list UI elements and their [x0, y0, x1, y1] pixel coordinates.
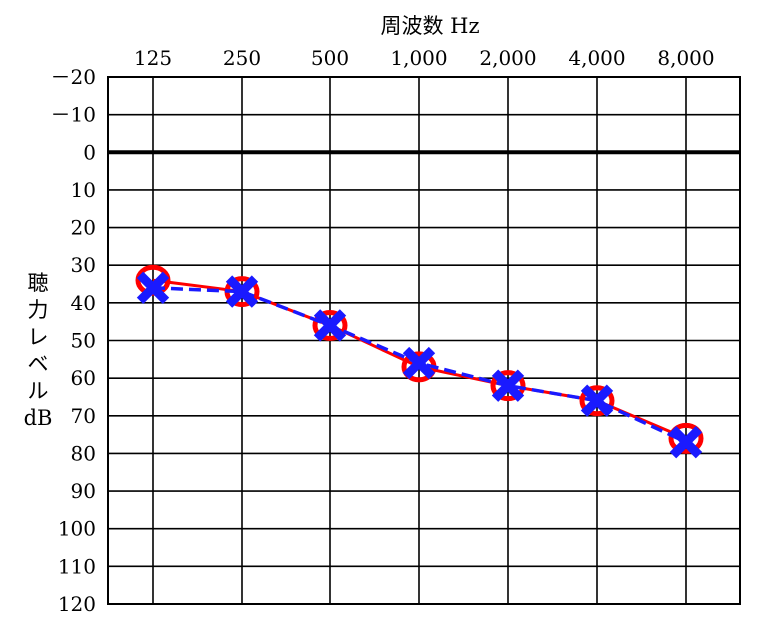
y-tick-label: 60: [71, 366, 96, 390]
cross-stroke-b: [491, 369, 525, 402]
cross-stroke-b: [580, 384, 614, 417]
grid: [108, 77, 740, 604]
cross-stroke-b: [225, 275, 259, 308]
y-axis-label-char: ル: [28, 379, 49, 403]
series-1-point-cross: [225, 275, 259, 308]
series-1-point-cross: [491, 369, 525, 402]
y-tick-label: 20: [71, 216, 96, 240]
y-tick-label: －20: [51, 65, 96, 89]
series-0-point-circle: [668, 422, 704, 454]
series-1-point-cross: [136, 271, 170, 304]
y-tick-label: 30: [71, 253, 96, 277]
x-tick-labels: 125 250 500 1,000 2,000 4,000 8,000: [134, 46, 715, 70]
y-tick-label: 110: [58, 554, 96, 578]
y-axis-label-char: レ: [28, 325, 49, 349]
y-tick-label: 80: [71, 441, 96, 465]
x-tick-label: 125: [134, 46, 172, 70]
x-tick-label: 8,000: [657, 46, 714, 70]
series-1-point-cross: [313, 309, 347, 342]
series-0-point-circle: [490, 370, 526, 402]
y-tick-label: 10: [71, 178, 96, 202]
cross-stroke-b: [669, 425, 703, 459]
cross-stroke-b: [402, 346, 436, 380]
cross-stroke-b: [136, 271, 170, 304]
y-tick-label: 100: [58, 517, 96, 541]
series-1-point-cross: [402, 346, 436, 380]
y-tick-labels: －20 －10 0 10 20 30 40 50 60 70 80 90 100 110 120: [51, 65, 96, 616]
series-0-point-circle: [579, 385, 615, 417]
series-0-point-circle: [312, 309, 348, 341]
series-group: [135, 264, 704, 459]
series-1-point-cross: [669, 425, 703, 459]
y-axis-label-char: 力: [28, 298, 49, 322]
y-tick-label: 70: [71, 404, 96, 428]
y-axis-label-char: dB: [24, 406, 53, 430]
y-tick-label: 0: [83, 140, 96, 164]
y-tick-label: 120: [58, 592, 96, 616]
x-tick-label: 4,000: [568, 46, 625, 70]
x-tick-label: 1,000: [390, 46, 447, 70]
x-axis-label: 周波数 Hz: [380, 14, 479, 38]
y-tick-label: 50: [71, 329, 96, 353]
y-axis-label-char: ベ: [28, 352, 49, 376]
x-tick-label: 250: [223, 46, 261, 70]
y-tick-label: －10: [51, 103, 96, 127]
y-tick-label: 90: [71, 479, 96, 503]
cross-stroke-b: [313, 309, 347, 342]
x-tick-label: 2,000: [479, 46, 536, 70]
x-tick-label: 500: [311, 46, 349, 70]
series-1-point-cross: [580, 384, 614, 417]
y-axis-label-char: 聴: [28, 271, 49, 295]
y-tick-label: 40: [71, 291, 96, 315]
